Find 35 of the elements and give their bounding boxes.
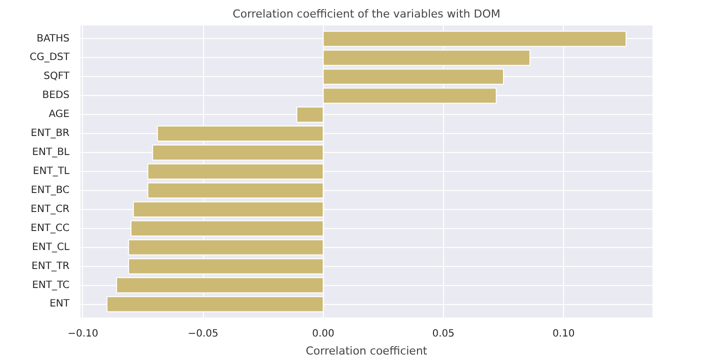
bar — [147, 182, 324, 199]
x-tick-label: −0.05 — [188, 328, 218, 340]
y-tick-label: ENT_CR — [30, 204, 70, 215]
y-tick-label: SQFT — [44, 71, 70, 82]
y-tick-label: ENT_BR — [30, 128, 70, 140]
y-tick-label: ENT_BC — [30, 184, 70, 196]
bar — [116, 277, 324, 294]
y-tick-label: ENT_BL — [32, 147, 70, 158]
x-tick-label: 0.10 — [552, 328, 575, 340]
y-tick-label: CG_DST — [30, 52, 70, 64]
y-tick-label: ENT_TC — [32, 280, 70, 291]
chart-title: Correlation coefficient of the variables with DOM — [232, 8, 500, 20]
y-tick-label: ENT_CC — [30, 222, 70, 234]
y-tick-label: BATHS — [36, 33, 70, 44]
bar — [128, 239, 324, 256]
x-tick-label: −0.10 — [68, 328, 98, 340]
y-tick-label: AGE — [48, 109, 70, 120]
x-tick-label: 0.05 — [432, 328, 455, 340]
bar — [322, 50, 530, 66]
bar — [152, 144, 324, 161]
bar — [322, 88, 497, 104]
x-axis-title: Correlation coefficient — [306, 344, 428, 358]
bar — [147, 163, 324, 180]
bar — [322, 68, 504, 85]
bar — [132, 201, 324, 218]
y-tick-label: ENT — [50, 298, 70, 310]
bar — [128, 258, 324, 274]
bar — [130, 220, 324, 236]
bar — [296, 106, 324, 123]
y-tick-label: ENT_CL — [32, 242, 70, 253]
x-tick-label: 0.00 — [312, 328, 334, 340]
y-tick-label: BEDS — [42, 90, 70, 102]
bar — [156, 125, 324, 142]
y-tick-label: ENT_TL — [32, 166, 70, 177]
y-tick-label: ENT_TR — [32, 260, 70, 272]
